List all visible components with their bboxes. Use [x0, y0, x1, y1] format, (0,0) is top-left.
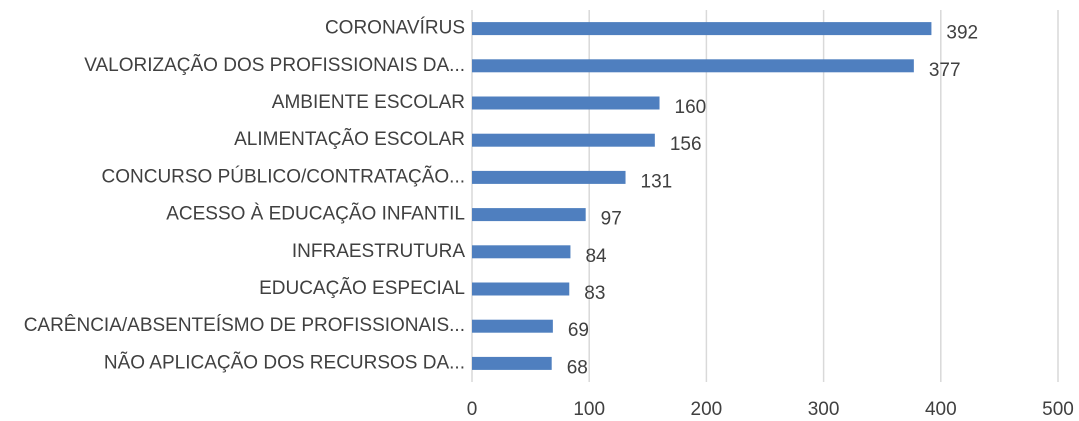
bar: [472, 22, 932, 36]
data-label: 156: [670, 134, 702, 155]
bar: [472, 319, 553, 333]
data-label: 83: [584, 283, 605, 304]
data-label: 392: [946, 23, 978, 44]
bar: [472, 282, 570, 296]
y-tick-label: NÃO APLICAÇÃO DOS RECURSOS DA...: [104, 351, 465, 373]
data-label: 84: [585, 246, 607, 267]
data-label: 131: [641, 171, 673, 192]
bar: [472, 208, 586, 222]
bar: [472, 59, 914, 73]
y-tick-label: CARÊNCIA/ABSENTEÍSMO DE PROFISSIONAIS...: [24, 314, 465, 336]
data-label: 68: [567, 357, 588, 378]
data-label: 377: [929, 60, 961, 81]
data-label: 160: [675, 97, 707, 118]
y-tick-label: INFRAESTRUTURA: [292, 241, 465, 262]
bar: [472, 356, 552, 370]
data-label: 97: [601, 209, 622, 230]
bar: [472, 245, 571, 259]
y-tick-label: ALIMENTAÇÃO ESCOLAR: [234, 128, 465, 150]
bar: [472, 170, 626, 184]
x-tick-label: 100: [573, 399, 605, 420]
x-tick-label: 400: [925, 399, 957, 420]
x-tick-label: 200: [691, 399, 723, 420]
bar: [472, 133, 655, 147]
y-tick-label: EDUCAÇÃO ESPECIAL: [259, 277, 465, 299]
x-tick-label: 300: [808, 399, 840, 420]
y-tick-label: CONCURSO PÚBLICO/CONTRATAÇÃO...: [102, 165, 466, 187]
x-tick-label: 0: [467, 399, 478, 420]
y-tick-label: ACESSO À EDUCAÇÃO INFANTIL: [166, 203, 465, 225]
data-label: 69: [568, 320, 589, 341]
y-tick-label: CORONAVÍRUS: [325, 18, 465, 39]
y-tick-label: VALORIZAÇÃO DOS PROFISSIONAIS DA...: [84, 54, 465, 76]
x-tick-label: 500: [1042, 399, 1074, 420]
y-tick-label: AMBIENTE ESCOLAR: [272, 92, 465, 113]
bar: [472, 96, 660, 110]
